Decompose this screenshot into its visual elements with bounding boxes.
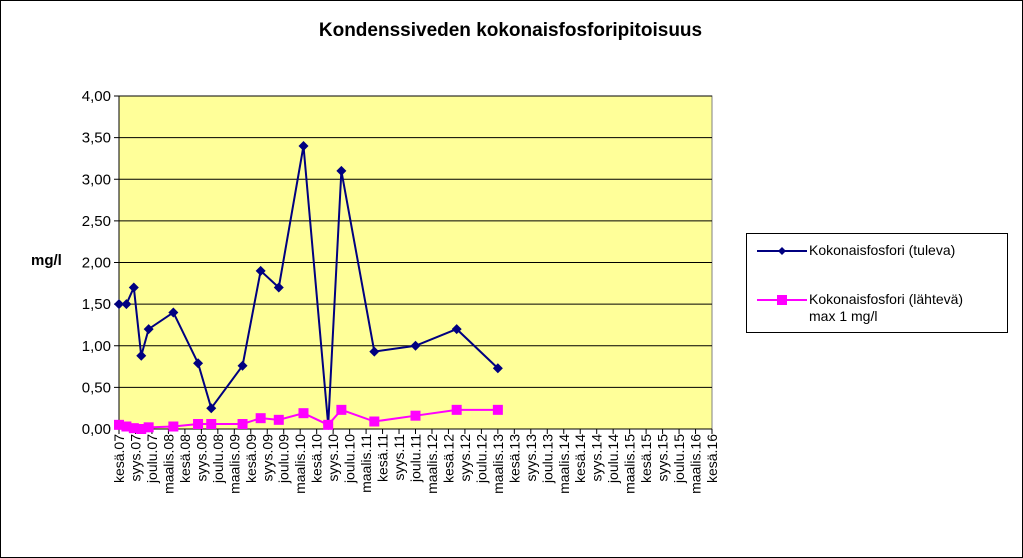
data-point-lahteva — [206, 419, 217, 430]
data-point-lahteva — [168, 421, 179, 432]
y-tick-label: 2,00 — [82, 255, 111, 272]
x-tick-label: kesä.11 — [375, 434, 391, 482]
x-tick-label: syys.09 — [259, 434, 275, 482]
x-tick-label: kesä.15 — [638, 434, 654, 483]
x-tick-label: joulu.09 — [276, 434, 292, 484]
data-point-tuleva — [193, 358, 204, 369]
data-point-lahteva — [193, 419, 204, 430]
data-point-lahteva — [451, 404, 462, 415]
legend-label-lahteva-line2: max 1 mg/l — [809, 308, 878, 324]
data-point-tuleva — [492, 363, 503, 374]
x-tick-label: kesä.10 — [309, 434, 325, 483]
data-point-tuleva — [114, 299, 124, 310]
data-point-lahteva — [121, 421, 132, 432]
x-tick-label: maalis.13 — [490, 434, 506, 494]
data-point-tuleva — [273, 282, 284, 293]
x-tick-label: joulu.11 — [408, 434, 424, 483]
x-tick-label: maalis.16 — [688, 434, 704, 494]
data-point-tuleva — [369, 346, 380, 357]
data-point-tuleva — [255, 265, 266, 276]
y-tick-label: 2,50 — [82, 213, 111, 230]
data-point-lahteva — [410, 410, 421, 421]
x-tick-label: maalis.10 — [292, 434, 308, 494]
x-tick-label: syys.11 — [391, 434, 407, 481]
x-tick-label: joulu.12 — [473, 434, 489, 484]
x-tick-label: maalis.09 — [226, 434, 242, 494]
legend-swatch-lahteva — [757, 295, 807, 305]
series-line-0 — [119, 145, 499, 425]
x-tick-label: kesä.12 — [440, 434, 456, 483]
x-tick-label: maalis.14 — [556, 434, 572, 494]
data-point-tuleva — [206, 403, 217, 414]
data-point-tuleva — [168, 307, 179, 318]
chart-title: Kondenssiveden kokonaisfosforipitoisuus — [318, 20, 703, 41]
x-tick-label: syys.12 — [457, 434, 473, 482]
data-point-tuleva — [410, 340, 421, 351]
x-tick-label: syys.14 — [589, 434, 605, 482]
x-tick-label: kesä.07 — [111, 434, 127, 483]
data-point-lahteva — [237, 419, 248, 430]
data-point-tuleva — [128, 282, 139, 293]
x-tick-label: kesä.08 — [177, 434, 193, 483]
x-tick-label: kesä.14 — [572, 434, 588, 483]
data-point-tuleva — [336, 165, 347, 176]
x-tick-label: kesä.13 — [506, 434, 522, 483]
x-tick-label: joulu.08 — [210, 434, 226, 484]
x-tick-label: syys.07 — [127, 434, 143, 482]
data-point-lahteva — [369, 416, 380, 427]
data-point-lahteva — [128, 423, 139, 434]
legend-swatch-tuleva — [757, 247, 807, 255]
data-point-lahteva — [143, 422, 154, 433]
data-point-lahteva — [298, 408, 309, 419]
data-point-tuleva — [237, 360, 248, 371]
x-tick-label: joulu.10 — [342, 434, 358, 484]
y-tick-label: 3,00 — [82, 171, 111, 188]
x-tick-label: maalis.12 — [424, 434, 440, 494]
x-tick-label: kesä.16 — [704, 434, 720, 483]
x-tick-label: maalis.15 — [622, 434, 638, 494]
data-point-lahteva — [492, 404, 503, 415]
legend: Kokonaisfosfori (tuleva) Kokonaisfosfori… — [746, 233, 1008, 333]
y-tick-label: 3,50 — [82, 130, 111, 147]
x-tick-label: joulu.14 — [605, 434, 621, 484]
y-tick-label: 0,00 — [82, 421, 111, 438]
data-point-lahteva — [273, 414, 284, 425]
y-tick-label: 0,50 — [82, 379, 111, 396]
x-tick-label: kesä.09 — [243, 434, 259, 483]
data-point-tuleva — [451, 324, 462, 335]
data-point-lahteva — [136, 424, 147, 434]
y-tick-label: 1,00 — [82, 338, 111, 355]
data-point-tuleva — [136, 350, 147, 361]
legend-label-lahteva-line1: Kokonaisfosfori (lähtevä) — [809, 291, 964, 307]
x-tick-label: joulu.13 — [539, 434, 555, 484]
y-axis-label: mg/l — [31, 252, 62, 269]
data-point-lahteva — [323, 419, 334, 430]
data-point-lahteva — [255, 413, 266, 424]
data-point-tuleva — [298, 140, 309, 151]
x-tick-label: maalis.11 — [358, 434, 374, 493]
x-tick-label: joulu.15 — [671, 434, 687, 484]
legend-label-tuleva: Kokonaisfosfori (tuleva) — [809, 242, 956, 258]
x-tick-label: syys.15 — [655, 434, 671, 482]
data-point-tuleva — [121, 299, 132, 310]
x-tick-label: syys.08 — [193, 434, 209, 482]
data-point-lahteva — [336, 404, 347, 415]
x-tick-label: maalis.08 — [160, 434, 176, 494]
data-point-tuleva — [143, 324, 154, 335]
y-tick-label: 1,50 — [82, 296, 111, 313]
y-tick-label: 4,00 — [82, 88, 111, 105]
legend-label-lahteva: Kokonaisfosfori (lähtevä) max 1 mg/l — [809, 291, 963, 325]
x-tick-label: syys.13 — [523, 434, 539, 482]
data-point-lahteva — [114, 419, 124, 430]
x-tick-label: joulu.07 — [144, 434, 160, 484]
x-tick-label: syys.10 — [325, 434, 341, 482]
